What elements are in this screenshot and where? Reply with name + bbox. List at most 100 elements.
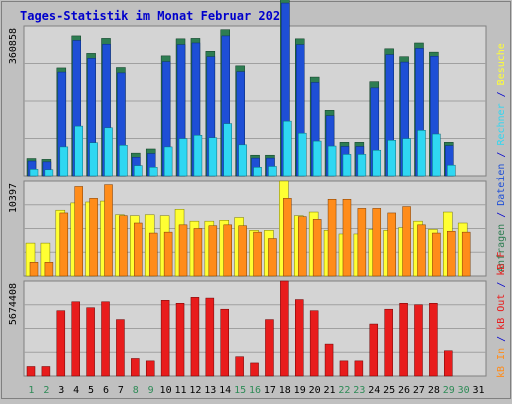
bar-kb-out-21 (324, 343, 334, 377)
bar-kb-in-16 (253, 231, 262, 277)
bar-kb-out-12 (190, 297, 200, 377)
bar-kb-out-5 (86, 307, 95, 377)
bar-rechner-16 (253, 167, 262, 177)
bar-kb-out-18 (280, 280, 289, 377)
bar-rechner-15 (238, 144, 247, 177)
bar-kb-out-27 (414, 304, 423, 377)
bar-kb-in-17 (268, 238, 277, 277)
day-label-7: 7 (118, 385, 124, 396)
bar-kb-in-8 (134, 222, 143, 277)
bar-kb-out-14 (220, 308, 229, 377)
bar-rechner-19 (298, 132, 307, 177)
bar-rechner-21 (327, 145, 337, 177)
day-label-20: 20 (309, 385, 321, 396)
day-label-8: 8 (133, 385, 139, 396)
bar-kb-in-28 (432, 232, 441, 277)
bar-rechner-2 (44, 169, 54, 177)
day-label-26: 26 (398, 385, 410, 396)
day-label-17: 17 (264, 385, 276, 396)
day-label-3: 3 (58, 385, 64, 396)
bar-rechner-7 (119, 144, 128, 177)
bar-kb-in-2 (44, 262, 54, 277)
bar-rechner-12 (193, 135, 203, 177)
bar-rechner-17 (268, 166, 277, 177)
bar-kb-in-14 (223, 224, 232, 277)
day-label-9: 9 (148, 385, 154, 396)
bar-rechner-18 (283, 120, 292, 177)
bar-kb-out-28 (429, 303, 438, 377)
bar-rechner-8 (134, 165, 143, 177)
bar-kb-in-13 (208, 225, 218, 277)
day-label-15: 15 (234, 385, 246, 396)
day-label-14: 14 (219, 385, 231, 396)
panel-top: 360858 (8, 0, 487, 177)
bar-kb-in-19 (298, 216, 307, 277)
panel-middle-max-label: 10397 (8, 183, 19, 213)
day-label-4: 4 (73, 385, 79, 396)
day-label-13: 13 (204, 385, 216, 396)
day-label-19: 19 (294, 385, 306, 396)
bar-rechner-27 (417, 130, 426, 177)
bar-kb-in-21 (327, 198, 337, 277)
bar-rechner-3 (59, 146, 69, 177)
bar-kb-out-19 (295, 299, 304, 377)
day-label-12: 12 (189, 385, 201, 396)
day-label-29: 29 (443, 385, 455, 396)
bar-kb-out-6 (101, 301, 110, 377)
legend-part: / (496, 276, 507, 294)
bar-kb-in-12 (193, 228, 203, 277)
bar-rechner-11 (178, 138, 188, 177)
bar-rechner-13 (208, 137, 218, 177)
bar-kb-out-17 (265, 319, 274, 377)
bar-kb-in-10 (163, 231, 173, 277)
legend-part: kB Out (496, 294, 507, 330)
day-label-11: 11 (174, 385, 186, 396)
bar-kb-out-9 (145, 360, 155, 377)
legend-part: Dateien (496, 164, 507, 206)
bar-kb-out-4 (71, 301, 80, 377)
bar-kb-in-3 (59, 212, 69, 277)
bar-kb-in-7 (119, 215, 128, 277)
day-label-18: 18 (279, 385, 291, 396)
bar-rechner-20 (312, 140, 322, 177)
legend-part: Besuche (496, 43, 507, 85)
day-label-16: 16 (249, 385, 261, 396)
bar-kb-in-25 (387, 212, 396, 277)
bar-kb-out-11 (175, 303, 185, 377)
bar-rechner-25 (387, 140, 396, 177)
legend-part: Rechner (496, 103, 507, 145)
panel-bottom-max-label: 5674408 (8, 283, 19, 325)
bar-kb-in-26 (402, 206, 411, 277)
bar-kb-out-13 (205, 297, 215, 377)
legend-part: / (496, 85, 507, 103)
bar-rechner-5 (89, 142, 98, 177)
bar-kb-out-1 (26, 366, 36, 377)
right-legend: Anfragen / Dateien / Rechner / Besuche kB… (496, 43, 507, 378)
legend-part: Anfragen (496, 224, 507, 272)
bar-kb-out-2 (41, 366, 51, 377)
legend-part: kB F (496, 252, 507, 276)
panel-middle: 10397 (8, 180, 487, 277)
bar-rechner-26 (402, 138, 411, 177)
bar-rechner-22 (342, 154, 352, 177)
day-label-22: 22 (338, 385, 350, 396)
bar-kb-in-11 (178, 224, 188, 277)
legend-part: / (496, 330, 507, 348)
chart-title: Tages-Statistik im Monat Februar 2020 (20, 9, 287, 23)
bar-kb-out-16 (250, 362, 259, 377)
bar-kb-in-27 (417, 224, 426, 277)
day-label-30: 30 (458, 385, 470, 396)
day-label-6: 6 (103, 385, 109, 396)
bar-kb-in-5 (89, 198, 98, 277)
legend-part: / (496, 146, 507, 164)
bar-rechner-28 (432, 133, 441, 177)
bar-kb-in-23 (357, 208, 367, 277)
day-label-21: 21 (323, 385, 335, 396)
legend-part: kB In (496, 348, 507, 378)
bar-kb-out-22 (339, 360, 349, 377)
bar-kb-out-26 (399, 303, 408, 377)
day-label-27: 27 (413, 385, 425, 396)
bar-rechner-29 (447, 164, 456, 177)
bar-kb-in-1 (29, 262, 39, 277)
bar-kb-in-22 (342, 198, 352, 277)
